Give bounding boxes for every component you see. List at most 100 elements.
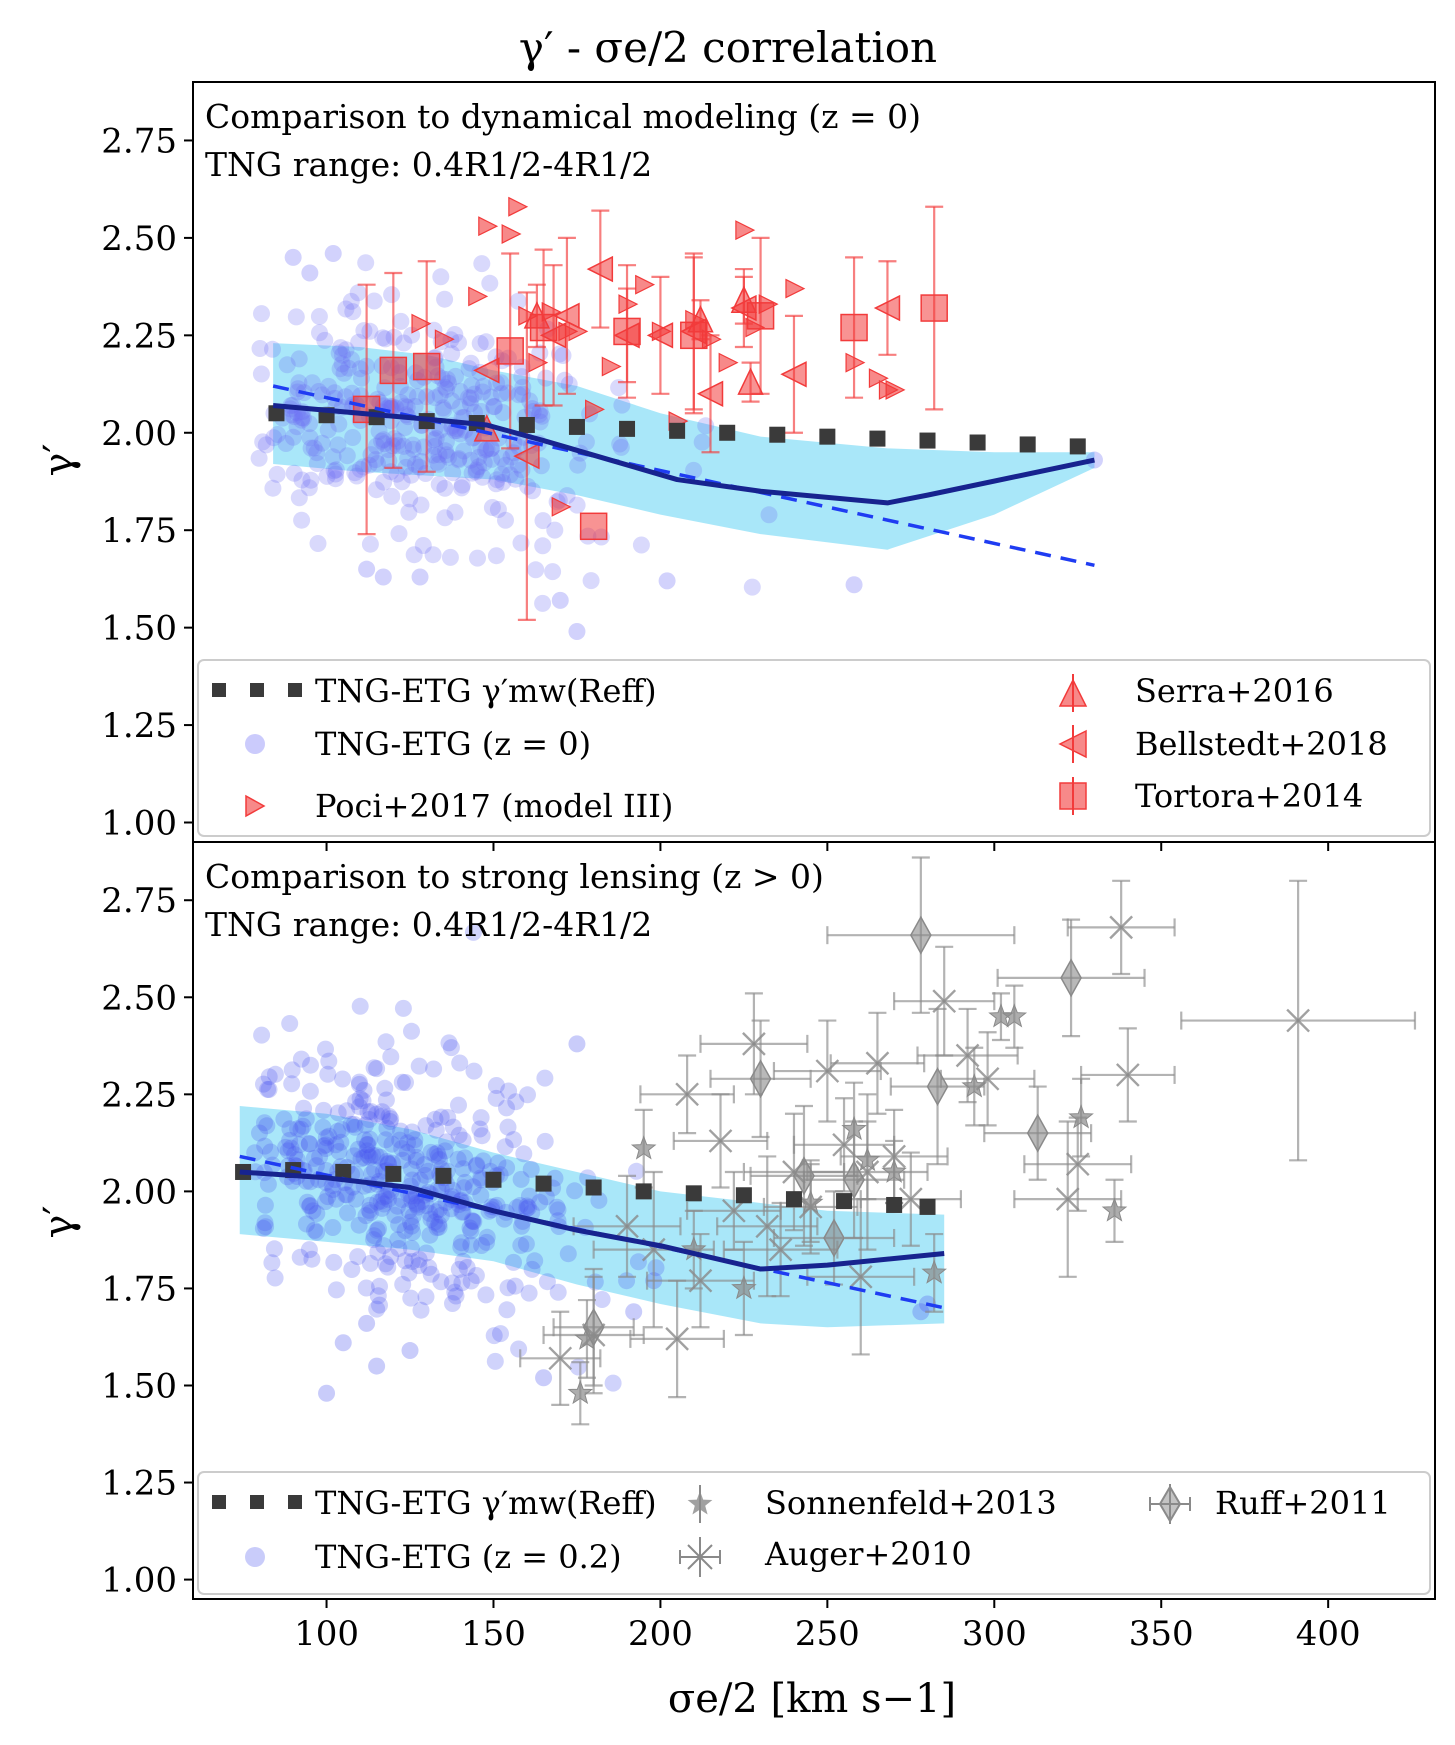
- tng-point: [467, 1157, 485, 1175]
- tng-point: [286, 1146, 304, 1164]
- tng-point: [310, 308, 328, 325]
- tng-point: [303, 374, 321, 392]
- tng-point: [324, 1219, 342, 1236]
- tng-point: [456, 1173, 474, 1191]
- tng-point: [310, 383, 328, 400]
- auger2010-point: [865, 1051, 890, 1076]
- tng-point: [333, 1121, 351, 1138]
- tng-mw-marker: [1019, 436, 1036, 453]
- auger2010-point: [675, 1082, 699, 1107]
- ruff2011-point: [823, 1218, 845, 1258]
- tng-point: [275, 1110, 293, 1128]
- sonnenfeld2013-point: [881, 1158, 907, 1183]
- legend-bellstedt-marker-top: [1058, 725, 1087, 763]
- auger2010-point: [665, 1327, 689, 1351]
- tng-point: [358, 1314, 376, 1332]
- tng-point: [256, 1137, 274, 1155]
- tng-point: [397, 1074, 414, 1091]
- tng-point: [404, 436, 422, 454]
- auger2010-point: [1109, 915, 1134, 940]
- tng-point: [500, 1082, 518, 1100]
- tng-point: [415, 1156, 433, 1174]
- auger2010-point: [898, 1187, 923, 1211]
- tng-point: [446, 1283, 464, 1301]
- tng-point: [301, 429, 319, 447]
- tng-point: [417, 1197, 435, 1215]
- tng-point: [462, 389, 480, 407]
- tng-point: [285, 408, 303, 426]
- tng-point: [472, 1171, 490, 1189]
- tng-point: [411, 568, 429, 586]
- tng-point: [370, 1220, 387, 1238]
- tng-point: [355, 322, 373, 340]
- ruff2011-point: [1026, 1113, 1049, 1153]
- tng-point: [483, 499, 501, 516]
- poci2017-point: [501, 224, 522, 244]
- tng-point: [383, 286, 401, 304]
- tng-point: [324, 448, 342, 466]
- tng-point: [320, 1052, 338, 1070]
- legend-tortora-marker-top: [1059, 777, 1087, 815]
- plot-area-top: [250, 196, 1103, 641]
- tng-point: [302, 1056, 319, 1074]
- chart-title: γ′ - σe/2 correlation: [519, 23, 937, 72]
- tng-point: [549, 1201, 567, 1219]
- tng-point: [392, 1122, 410, 1140]
- tng-point: [380, 1190, 397, 1208]
- legend-sonnenfeld-label: Sonnenfeld+2013: [765, 1484, 1057, 1522]
- tng-fit-line: [239, 1154, 945, 1310]
- tng-point: [845, 576, 863, 594]
- tng-point: [307, 1157, 325, 1175]
- tortora2014-point: [496, 337, 524, 365]
- tng-point: [373, 1103, 391, 1121]
- tng-point: [284, 248, 302, 266]
- tng-point: [612, 438, 630, 456]
- tng-point: [501, 466, 519, 484]
- tng-point: [254, 433, 272, 451]
- tng-point: [474, 377, 492, 395]
- tng-point: [478, 1228, 496, 1246]
- tng-point: [373, 1199, 391, 1217]
- tng-point: [440, 374, 457, 392]
- tng-point: [338, 1102, 356, 1120]
- tng-point: [368, 1060, 386, 1078]
- tng-mw-marker: [335, 1163, 352, 1180]
- tng-point: [339, 1204, 356, 1222]
- tng-point: [407, 1148, 425, 1166]
- legend-mw-label-bottom: TNG-ETG γ′mw(Reff): [315, 1484, 657, 1522]
- tng-mw-marker: [785, 1191, 802, 1208]
- tng-point: [551, 591, 569, 609]
- tng-point: [518, 1197, 536, 1215]
- tng-point: [258, 1117, 276, 1135]
- tng-point: [627, 1162, 645, 1180]
- tng-point: [523, 1260, 541, 1278]
- annotation-top-line-2: TNG range: 0.4R1/2-4R1/2: [205, 145, 652, 184]
- legend-mw-marker-bottom: [212, 1495, 302, 1509]
- tng-point: [324, 1181, 342, 1198]
- tng-point: [282, 1139, 300, 1157]
- tng-point: [436, 1142, 454, 1160]
- tng-point: [313, 434, 331, 452]
- tng-point: [400, 1202, 418, 1220]
- tng-point: [265, 429, 283, 447]
- tng-point: [494, 473, 512, 491]
- tng-point: [364, 1146, 381, 1164]
- tng-point: [291, 1136, 308, 1154]
- tng-point: [401, 490, 419, 508]
- tng-point: [371, 1148, 389, 1166]
- tng-point: [558, 487, 576, 505]
- tng-point: [487, 475, 505, 493]
- ruff2011-point: [1060, 958, 1082, 998]
- tng-mw-marker: [685, 1185, 702, 1202]
- tng-point: [499, 1279, 517, 1297]
- tng-point: [371, 1296, 388, 1314]
- tng-point: [403, 1123, 421, 1141]
- tng-point: [317, 1140, 335, 1157]
- bellstedt2018-point: [646, 322, 674, 349]
- ruff2011-point: [843, 1160, 865, 1200]
- tng-point: [358, 1136, 376, 1154]
- tng-point: [569, 456, 587, 474]
- tng-point: [304, 1202, 322, 1220]
- tng-point: [425, 431, 443, 449]
- tng-point: [331, 360, 349, 378]
